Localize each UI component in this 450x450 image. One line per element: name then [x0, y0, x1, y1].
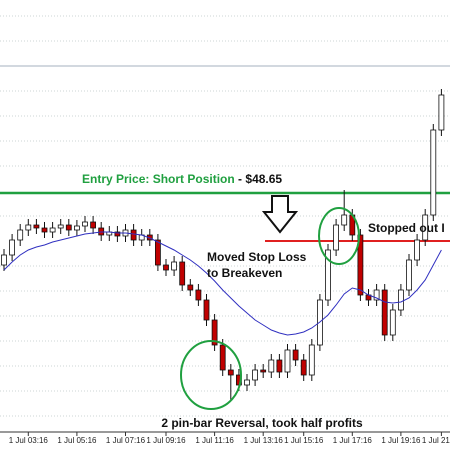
candle-body — [130, 229, 137, 241]
candle-body — [90, 221, 96, 229]
candle-body — [187, 284, 194, 291]
x-tick-label: 1 Jul 17:16 — [333, 436, 373, 445]
candle-body — [171, 261, 178, 271]
candle-body — [163, 264, 169, 271]
candle-body — [25, 224, 32, 231]
x-tick-label: 1 Jul 11:16 — [195, 436, 234, 445]
candle-body — [114, 231, 121, 237]
stopped-text: Stopped out I — [368, 221, 445, 235]
stop-text: to Breakeven — [207, 266, 282, 280]
candle-body — [284, 349, 291, 373]
stop-circle — [318, 207, 360, 265]
pin-text: 2 pin-bar Reversal, took half profits — [161, 416, 363, 430]
candle-body — [276, 359, 283, 373]
x-tick-label: 1 Jul 13:16 — [244, 436, 284, 445]
entry-text: Entry Price: Short Position — [82, 172, 235, 186]
candle-body — [195, 289, 202, 301]
candle-body — [300, 359, 307, 376]
candle-body — [397, 289, 404, 311]
candle-body — [381, 289, 388, 336]
candle-body — [260, 369, 267, 373]
candle-body — [389, 309, 396, 336]
candle-body — [9, 239, 16, 256]
down-arrow — [261, 195, 299, 234]
moving-average — [3, 231, 442, 336]
x-tick-label: 1 Jul 03:16 — [9, 436, 49, 445]
candle-body — [430, 129, 437, 216]
candle-body — [438, 94, 445, 131]
candle-body — [203, 299, 210, 321]
candle-body — [219, 344, 226, 371]
candle-body — [41, 227, 48, 233]
x-tick-label: 1 Jul 07:16 — [106, 436, 146, 445]
candle-body — [65, 224, 72, 231]
candle-body — [57, 224, 64, 229]
x-tick-label: 1 Jul 15:16 — [284, 436, 324, 445]
stop-text: Moved Stop Loss — [207, 250, 307, 264]
candle-body — [414, 239, 421, 261]
pin-bar-circle — [180, 340, 242, 410]
candle-body — [17, 229, 24, 241]
entry-sep: - — [238, 172, 242, 186]
candle-body — [49, 227, 56, 233]
candle-body — [325, 249, 331, 301]
candle-body — [406, 259, 412, 291]
x-tick-label: 1 Jul 21:16 — [422, 436, 450, 445]
x-tick-label: 1 Jul 05:16 — [57, 436, 97, 445]
candle-body — [82, 221, 88, 227]
candle-body — [268, 359, 275, 373]
candle-body — [227, 369, 234, 376]
x-tick-label: 1 Jul 09:16 — [146, 436, 186, 445]
plot — [0, 89, 450, 400]
candle-body — [33, 224, 40, 229]
candle-body — [179, 261, 186, 286]
candle-body — [1, 254, 7, 266]
candle-body — [422, 214, 429, 241]
candle-body — [373, 289, 380, 301]
grid — [0, 15, 450, 433]
candle-body — [211, 319, 218, 346]
candle-body — [292, 349, 299, 361]
candle-body — [341, 214, 348, 226]
candle-body — [252, 369, 259, 381]
x-tick-label: 1 Jul 19:16 — [381, 436, 421, 445]
candle-body — [244, 379, 250, 386]
candle-body — [333, 224, 340, 251]
candle-body — [308, 344, 315, 376]
entry-annotation: Entry Price: Short Position - $48.65 — [82, 172, 282, 186]
candle-body — [74, 225, 80, 231]
candle-body — [357, 234, 364, 296]
candle-body — [154, 239, 161, 266]
entry-price: $48.65 — [245, 172, 282, 186]
